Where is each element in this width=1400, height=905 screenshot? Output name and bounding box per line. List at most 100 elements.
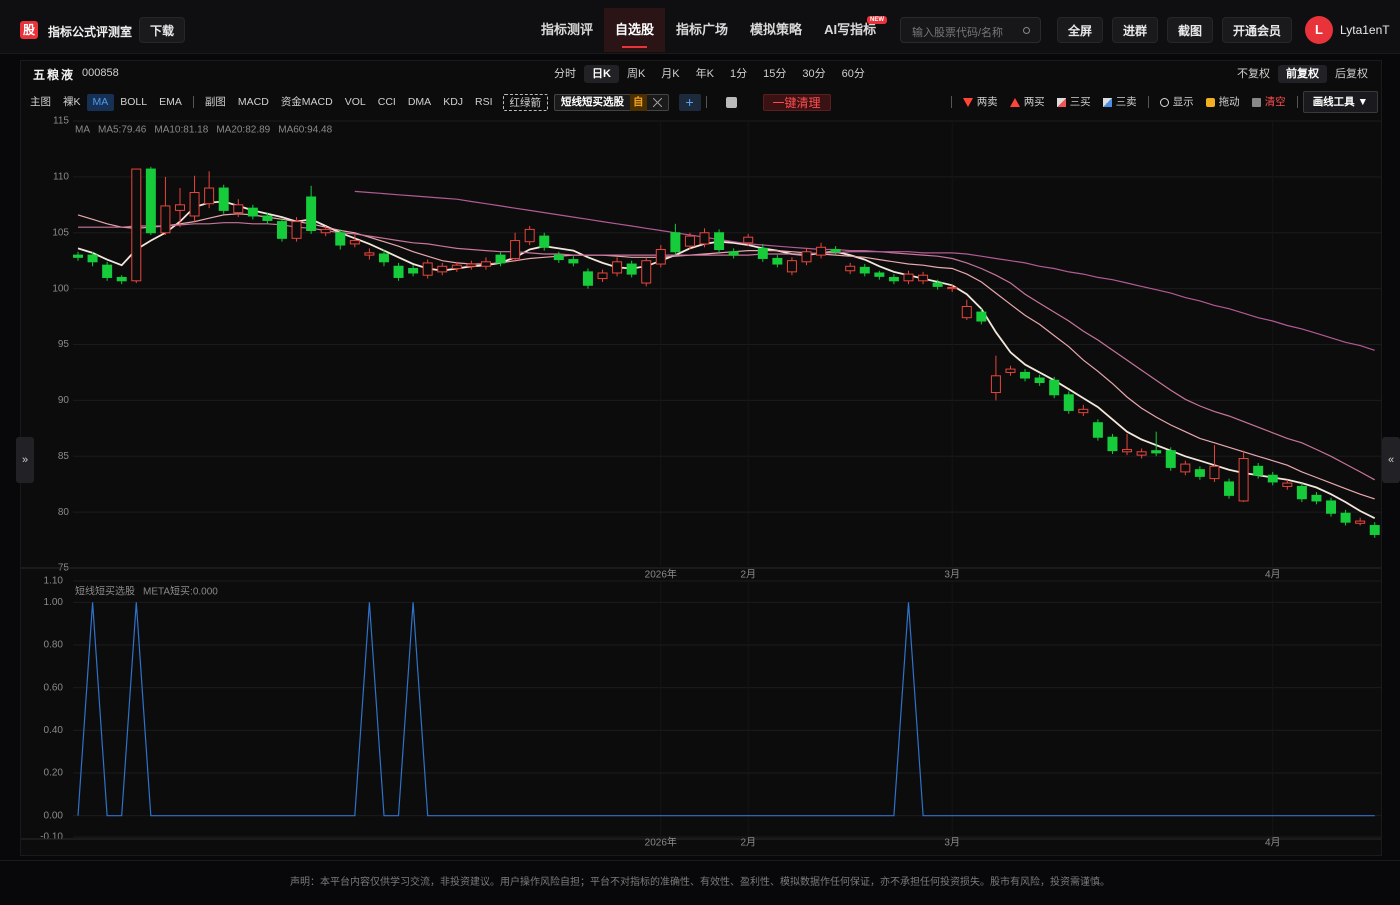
expand-right[interactable]: « bbox=[1382, 437, 1400, 483]
tool-icon bbox=[1009, 97, 1020, 107]
avatar[interactable]: L bbox=[1305, 16, 1333, 44]
sub-indicator[interactable]: VOL bbox=[344, 95, 366, 108]
period[interactable]: 年K bbox=[695, 68, 714, 80]
nav-item[interactable]: 自选股 bbox=[604, 8, 666, 52]
save-icon[interactable] bbox=[725, 96, 737, 108]
signal-tool[interactable]: 两卖 bbox=[957, 94, 1004, 111]
candle-body bbox=[757, 247, 768, 259]
candle-body bbox=[743, 236, 754, 244]
period[interactable]: 60分 bbox=[841, 68, 865, 80]
sub-indicator[interactable]: MACD bbox=[237, 95, 269, 108]
candle-body bbox=[408, 268, 419, 274]
candle-body bbox=[918, 274, 929, 282]
candle-body bbox=[947, 287, 958, 290]
candle-body bbox=[626, 263, 637, 275]
add-button[interactable]: + bbox=[678, 93, 701, 111]
candle-body bbox=[670, 232, 681, 253]
x-tick-label: 2026年 bbox=[645, 568, 677, 581]
indicator-name[interactable]: 短线短买选股 bbox=[561, 95, 625, 108]
search-placeholder: 输入股票代码/名称 bbox=[912, 27, 1004, 39]
legend-entry: MA10:81.18 bbox=[154, 125, 208, 136]
sub-indicator[interactable]: DMA bbox=[407, 95, 432, 108]
header-button[interactable]: 截图 bbox=[1167, 17, 1214, 43]
y-tick-label: 90 bbox=[58, 395, 70, 406]
arrow-tag[interactable]: 红绿箭 bbox=[502, 93, 549, 111]
adjust-option[interactable]: 前复权 bbox=[1278, 65, 1327, 83]
main-indicator[interactable]: EMA bbox=[159, 95, 182, 108]
period[interactable]: 15分 bbox=[763, 68, 787, 80]
x-tick-label: 3月 bbox=[944, 569, 960, 581]
expand-left[interactable]: » bbox=[16, 437, 34, 483]
period[interactable]: 30分 bbox=[802, 68, 826, 80]
candle-body bbox=[131, 168, 142, 282]
x-tick-label: 2026年 bbox=[645, 836, 677, 849]
y-tick-label: 110 bbox=[53, 172, 69, 183]
candle-body bbox=[655, 249, 666, 265]
candle-body bbox=[612, 261, 623, 274]
candle-body bbox=[772, 257, 783, 265]
main-indicator[interactable]: MA bbox=[86, 93, 115, 111]
signal-tool[interactable]: 拖动 bbox=[1200, 94, 1246, 111]
signal-tool[interactable]: 清空 bbox=[1246, 94, 1292, 111]
sub-indicator[interactable]: 资金MACD bbox=[280, 95, 333, 108]
tool-label: 三卖 bbox=[1115, 95, 1137, 108]
candle-body bbox=[1296, 485, 1307, 500]
nav: 指标测评 自选股 指标广场 模拟策略 AI写指标 bbox=[530, 8, 887, 52]
candle-body bbox=[1194, 469, 1205, 477]
adjust-option[interactable]: 不复权 bbox=[1237, 68, 1270, 80]
new-badge: NEW bbox=[867, 16, 887, 24]
nav-item[interactable]: 模拟策略 bbox=[750, 22, 803, 37]
legend-title: 短线短买选股 bbox=[75, 585, 135, 598]
header-button[interactable]: 全屏 bbox=[1057, 17, 1104, 43]
nav-item[interactable]: AI写指标 bbox=[824, 22, 877, 37]
period[interactable]: 分时 bbox=[554, 68, 576, 80]
candle-body bbox=[1209, 465, 1220, 480]
legend-title: MA bbox=[75, 125, 90, 136]
candle-body bbox=[874, 272, 885, 277]
signal-tool[interactable]: 三买 bbox=[1051, 94, 1097, 111]
candle-body bbox=[830, 249, 841, 253]
y-tick-label: 1.10 bbox=[44, 576, 64, 587]
clear-button[interactable]: 一键清理 bbox=[762, 93, 831, 111]
candle-body bbox=[1122, 449, 1133, 453]
draw-tools[interactable]: 画线工具 ▼ bbox=[1302, 91, 1378, 113]
candle-body bbox=[233, 204, 244, 214]
search-box[interactable]: 输入股票代码/名称 bbox=[900, 17, 1041, 43]
x-tick-label: 3月 bbox=[944, 837, 960, 849]
main-indicator[interactable]: BOLL bbox=[120, 95, 148, 108]
nav-item[interactable]: 指标测评 bbox=[541, 22, 594, 37]
candle-body bbox=[553, 254, 564, 261]
indicator-badge: 自 bbox=[630, 93, 647, 111]
candle-body bbox=[641, 260, 652, 284]
tool-label: 拖动 bbox=[1218, 95, 1240, 108]
separator bbox=[192, 96, 194, 108]
period[interactable]: 日K bbox=[584, 65, 619, 83]
y-tick-label: 80 bbox=[58, 507, 70, 518]
candle-body bbox=[116, 276, 127, 282]
candle-body bbox=[1165, 450, 1176, 468]
signal-tool[interactable]: 显示 bbox=[1154, 94, 1200, 111]
user-name[interactable]: Lyta1enT bbox=[1340, 23, 1390, 37]
remove-icon[interactable] bbox=[652, 97, 662, 107]
download-button[interactable]: 下载 bbox=[139, 17, 186, 43]
logo[interactable]: 股 bbox=[20, 21, 38, 39]
sub-indicator[interactable]: KDJ bbox=[443, 95, 464, 108]
signal-tool[interactable]: 三卖 bbox=[1097, 94, 1143, 111]
tool-icon bbox=[1102, 97, 1112, 107]
tool-label: 显示 bbox=[1172, 95, 1194, 108]
nav-item[interactable]: 指标广场 bbox=[676, 22, 729, 37]
sub-indicator[interactable]: CCI bbox=[377, 95, 396, 108]
candle-body bbox=[174, 204, 185, 211]
header-button[interactable]: 开通会员 bbox=[1222, 17, 1293, 43]
y-tick-label: -0.10 bbox=[40, 832, 63, 843]
period[interactable]: 月K bbox=[661, 68, 680, 80]
signal-tool[interactable]: 两买 bbox=[1004, 94, 1051, 111]
period[interactable]: 周K bbox=[626, 68, 646, 80]
candle-body bbox=[451, 264, 462, 270]
sub-indicator[interactable]: RSI bbox=[475, 95, 493, 108]
period[interactable]: 1分 bbox=[729, 68, 748, 80]
main-indicator[interactable]: 裸K bbox=[63, 95, 81, 108]
adjust-option[interactable]: 后复权 bbox=[1335, 68, 1368, 80]
header-button[interactable]: 进群 bbox=[1112, 17, 1159, 43]
